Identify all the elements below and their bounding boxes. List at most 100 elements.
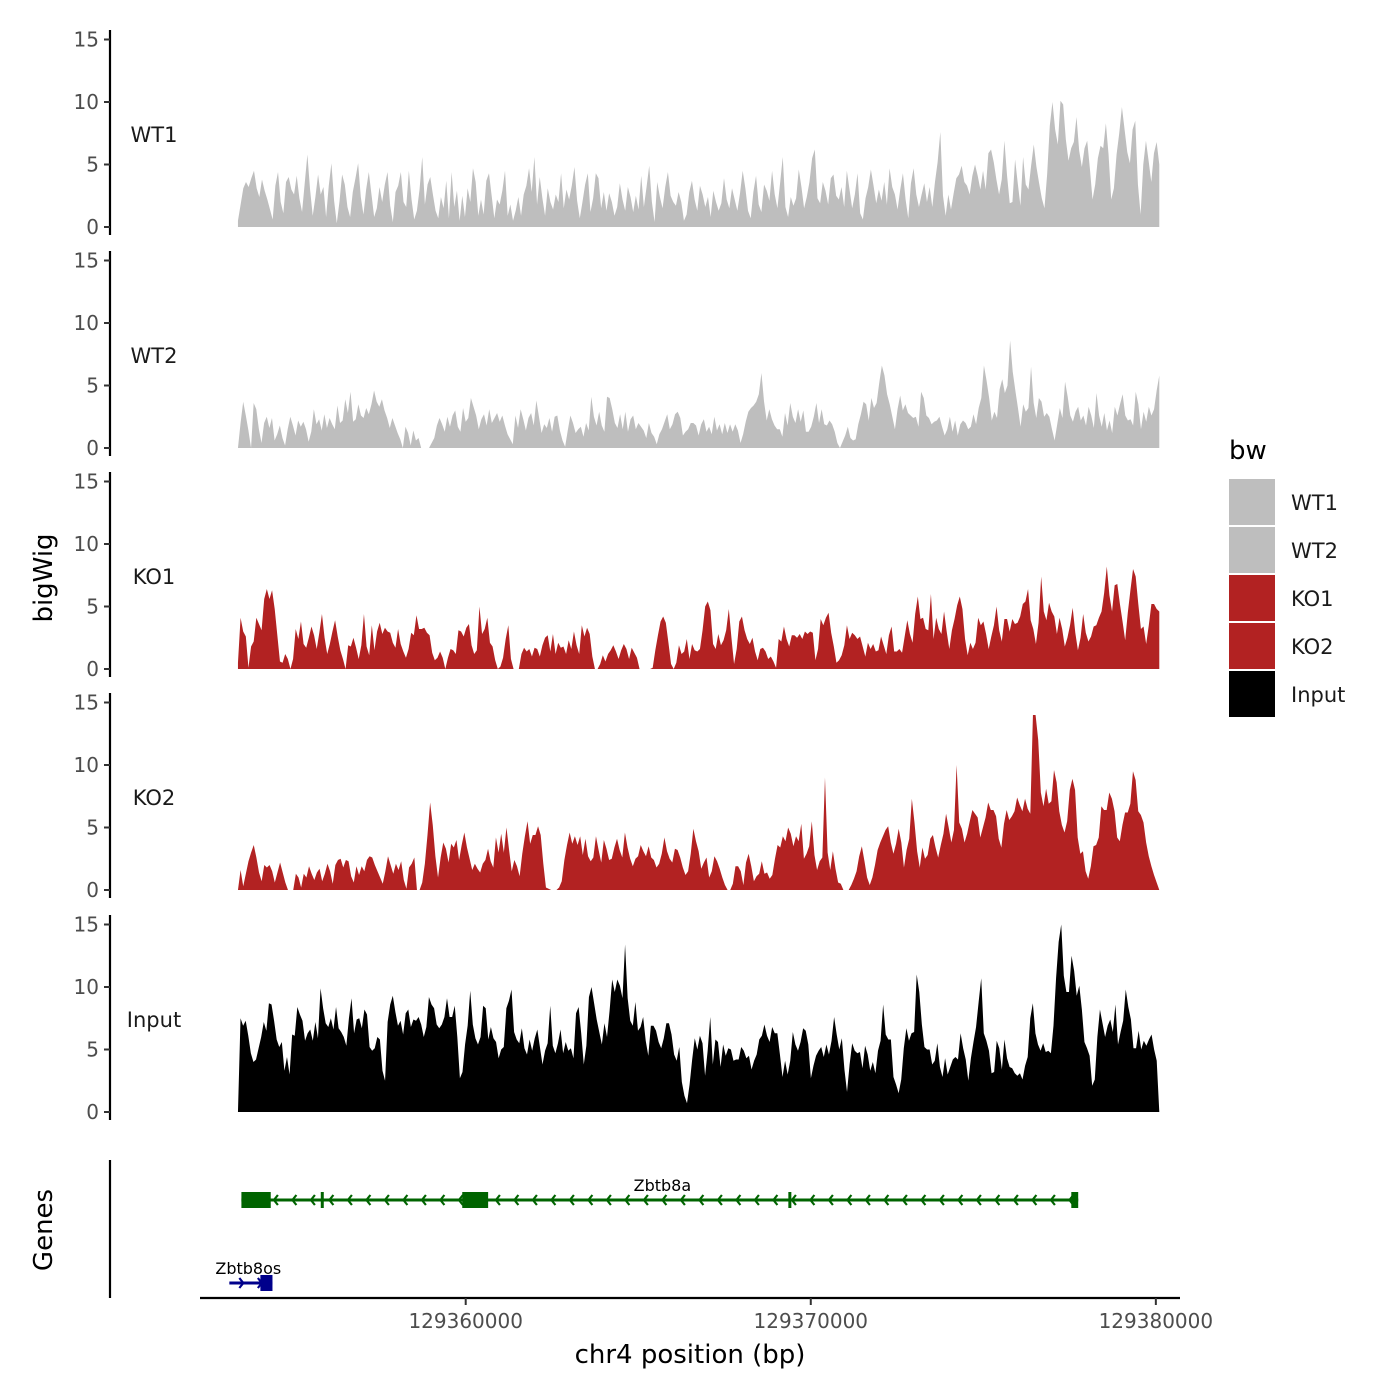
legend-entry-wt2: WT2 bbox=[1229, 527, 1338, 573]
strand-arrow bbox=[438, 1194, 446, 1206]
track-input: 0 5 10 15 Input bbox=[74, 913, 1160, 1124]
gene-exon bbox=[1071, 1192, 1079, 1208]
legend-entry-ko1: KO1 bbox=[1229, 575, 1334, 621]
y-tick-label: 15 bbox=[74, 470, 99, 494]
coverage-area-wt2 bbox=[237, 340, 1160, 448]
y-tick-label: 5 bbox=[86, 816, 99, 840]
strand-arrow bbox=[845, 1194, 853, 1206]
strand-arrow bbox=[827, 1194, 834, 1206]
strand-arrow bbox=[549, 1194, 557, 1206]
strand-arrow bbox=[864, 1194, 871, 1206]
track-wt1: 0 5 10 15 WT1 bbox=[74, 28, 1160, 239]
strand-arrow bbox=[238, 1277, 245, 1289]
y-tick-label: 0 bbox=[86, 878, 99, 902]
coverage-tracks: 0 5 10 15 WT1 0 5 10 15 WT2 0 5 10 15 KO1 0 5 10 15 KO2 0 5 10… bbox=[74, 28, 1160, 1124]
y-axis-title: bigWig bbox=[29, 533, 59, 622]
track-label-wt2: WT2 bbox=[131, 344, 178, 368]
x-axis: 129360000 129370000 129380000 bbox=[200, 1296, 1214, 1333]
strand-arrow bbox=[1049, 1194, 1056, 1206]
coverage-area-ko1 bbox=[237, 566, 1160, 669]
strand-arrow bbox=[272, 1194, 279, 1206]
strand-arrow bbox=[716, 1194, 723, 1206]
y-tick-label: 0 bbox=[86, 215, 99, 239]
y-tick-label: 5 bbox=[86, 374, 99, 398]
strand-arrow bbox=[993, 1194, 1001, 1206]
y-tick-label: 0 bbox=[86, 1100, 99, 1124]
genes-axis-title: Genes bbox=[29, 1189, 59, 1271]
x-axis-title: chr4 position (bp) bbox=[575, 1340, 806, 1370]
strand-arrow bbox=[808, 1194, 816, 1206]
y-tick-label: 5 bbox=[86, 1038, 99, 1062]
x-tick-label: 129360000 bbox=[408, 1309, 523, 1333]
strand-arrow bbox=[660, 1194, 668, 1206]
legend-label: Input bbox=[1291, 683, 1345, 707]
y-tick-label: 15 bbox=[74, 913, 99, 937]
y-tick-label: 10 bbox=[74, 975, 99, 999]
strand-arrow bbox=[327, 1194, 335, 1206]
y-tick-label: 10 bbox=[74, 532, 99, 556]
y-tick-label: 15 bbox=[74, 249, 99, 273]
y-tick-label: 5 bbox=[86, 595, 99, 619]
gene-exon bbox=[241, 1192, 271, 1208]
gene-exon bbox=[788, 1192, 792, 1208]
gene-zbtb8a: Zbtb8a bbox=[241, 1176, 1079, 1208]
legend-entry-ko2: KO2 bbox=[1229, 623, 1334, 669]
legend-title: bw bbox=[1229, 436, 1267, 466]
strand-arrow bbox=[309, 1194, 316, 1206]
strand-arrow bbox=[512, 1194, 520, 1206]
strand-arrow bbox=[919, 1194, 927, 1206]
strand-arrow bbox=[901, 1194, 908, 1206]
y-tick-label: 0 bbox=[86, 436, 99, 460]
gene-exon bbox=[260, 1275, 273, 1291]
gene-exon bbox=[320, 1192, 324, 1208]
strand-arrow bbox=[938, 1194, 945, 1206]
strand-arrow bbox=[623, 1194, 631, 1206]
y-tick-label: 10 bbox=[74, 90, 99, 114]
coverage-area-input bbox=[237, 924, 1160, 1112]
strand-arrow bbox=[605, 1194, 612, 1206]
gene-track: Zbtb8a Zbtb8os bbox=[108, 1160, 1079, 1298]
gene-label-zbtb8a: Zbtb8a bbox=[634, 1176, 692, 1195]
y-tick-label: 0 bbox=[86, 657, 99, 681]
strand-arrow bbox=[401, 1194, 409, 1206]
y-tick-label: 10 bbox=[74, 753, 99, 777]
strand-arrow bbox=[1012, 1194, 1019, 1206]
legend-label: KO2 bbox=[1291, 635, 1334, 659]
strand-arrow bbox=[734, 1194, 742, 1206]
legend-label: KO1 bbox=[1291, 587, 1334, 611]
strand-arrow bbox=[753, 1194, 760, 1206]
strand-arrow bbox=[346, 1194, 353, 1206]
legend-entry-wt1: WT1 bbox=[1229, 479, 1338, 525]
legend-swatch bbox=[1229, 479, 1275, 525]
track-label-ko1: KO1 bbox=[133, 565, 176, 589]
strand-arrow bbox=[956, 1194, 964, 1206]
strand-arrow bbox=[1030, 1194, 1038, 1206]
strand-arrow bbox=[457, 1194, 464, 1206]
strand-arrow bbox=[790, 1194, 797, 1206]
strand-arrow bbox=[882, 1194, 890, 1206]
gene-zbtb8os: Zbtb8os bbox=[215, 1259, 281, 1291]
x-tick-label: 129380000 bbox=[1099, 1309, 1214, 1333]
legend-swatch bbox=[1229, 671, 1275, 717]
track-label-input: Input bbox=[127, 1008, 181, 1032]
legend-label: WT1 bbox=[1291, 491, 1338, 515]
strand-arrow bbox=[586, 1194, 594, 1206]
strand-arrow bbox=[364, 1194, 372, 1206]
legend-label: WT2 bbox=[1291, 539, 1338, 563]
legend-entry-input: Input bbox=[1229, 671, 1345, 717]
gene-exon bbox=[462, 1192, 489, 1208]
y-tick-label: 10 bbox=[74, 311, 99, 335]
strand-arrow bbox=[697, 1194, 705, 1206]
strand-arrow bbox=[642, 1194, 649, 1206]
y-tick-label: 15 bbox=[74, 691, 99, 715]
strand-arrow bbox=[568, 1194, 575, 1206]
strand-arrow bbox=[290, 1194, 298, 1206]
coverage-area-wt1 bbox=[237, 100, 1160, 227]
strand-arrow bbox=[383, 1194, 390, 1206]
legend-swatch bbox=[1229, 527, 1275, 573]
track-ko2: 0 5 10 15 KO2 bbox=[74, 691, 1160, 902]
y-tick-label: 15 bbox=[74, 28, 99, 52]
track-ko1: 0 5 10 15 KO1 bbox=[74, 470, 1160, 681]
legend-swatch bbox=[1229, 623, 1275, 669]
